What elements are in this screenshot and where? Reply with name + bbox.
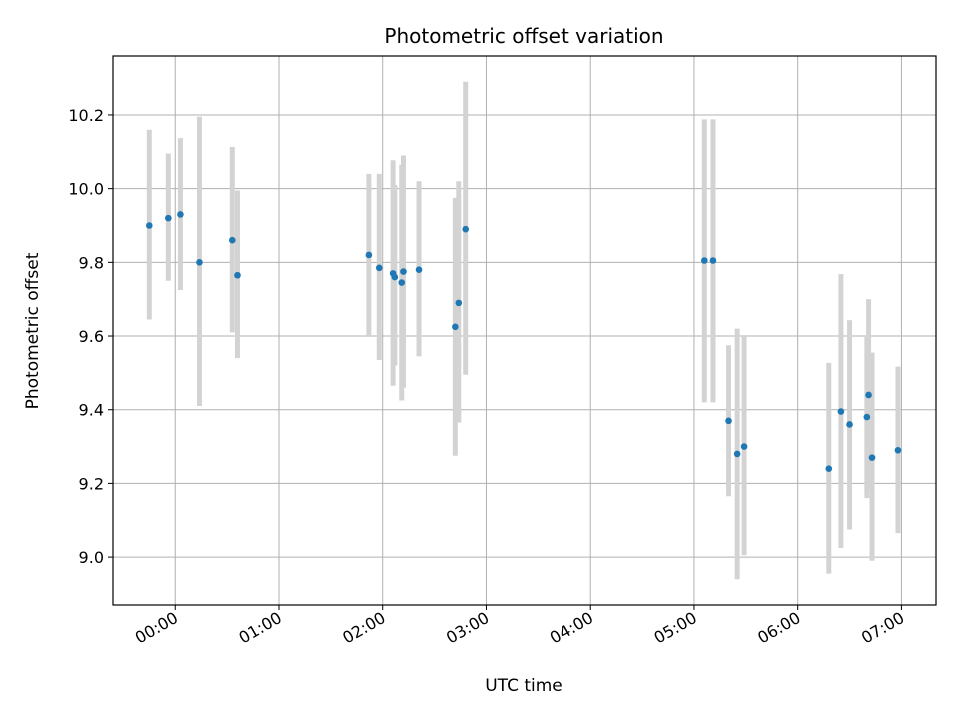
data-point [865, 391, 872, 399]
data-point [177, 211, 184, 218]
x-tick-label: 03:00 [443, 608, 492, 648]
data-point [837, 408, 845, 415]
tick-layer: 00:00 01:00 02:00 03:00 04:00 05:00 06:00 07:00… [68, 106, 907, 648]
data-point [415, 266, 423, 274]
data-point [391, 273, 399, 281]
data-point [452, 323, 459, 331]
y-tick-label: 9.8 [79, 253, 104, 272]
data-point [146, 222, 153, 229]
data-point [234, 271, 241, 279]
y-tick-label: 9.0 [79, 548, 104, 567]
x-tick-label: 05:00 [651, 608, 700, 648]
x-axis-title: UTC time [485, 676, 563, 696]
y-axis-title: Photometric offset [23, 252, 43, 409]
x-tick-label: 06:00 [754, 608, 803, 648]
errorbar-layer [146, 81, 901, 580]
data-point [398, 279, 406, 286]
data-point [196, 259, 203, 266]
data-point [725, 417, 732, 425]
chart-title: Photometric offset variation [384, 24, 663, 48]
x-tick-label: 00:00 [132, 608, 181, 648]
data-point [740, 443, 748, 450]
data-point [709, 257, 717, 264]
point-layer [146, 211, 902, 472]
y-tick-label: 9.4 [79, 401, 104, 420]
data-point [400, 268, 407, 275]
y-tick-label: 10.0 [68, 180, 104, 199]
grid-layer [113, 56, 936, 605]
y-tick-label: 9.6 [79, 327, 104, 346]
data-point [863, 413, 871, 421]
y-tick-label: 10.2 [68, 106, 104, 125]
data-point [455, 299, 463, 307]
data-point [846, 421, 853, 428]
data-point [825, 465, 833, 472]
data-point [229, 236, 236, 244]
plot-frame [112, 55, 937, 606]
data-point [733, 450, 741, 458]
x-tick-label: 07:00 [858, 608, 907, 648]
x-tick-label: 02:00 [339, 608, 388, 648]
data-point [894, 446, 902, 454]
data-point [462, 225, 470, 233]
data-point [375, 264, 383, 272]
data-point [868, 454, 876, 461]
x-tick-label: 04:00 [547, 608, 596, 648]
y-tick-label: 9.2 [79, 474, 104, 493]
data-point [365, 251, 373, 259]
x-tick-label: 01:00 [236, 608, 285, 648]
data-point [701, 257, 708, 264]
data-point [165, 214, 172, 222]
